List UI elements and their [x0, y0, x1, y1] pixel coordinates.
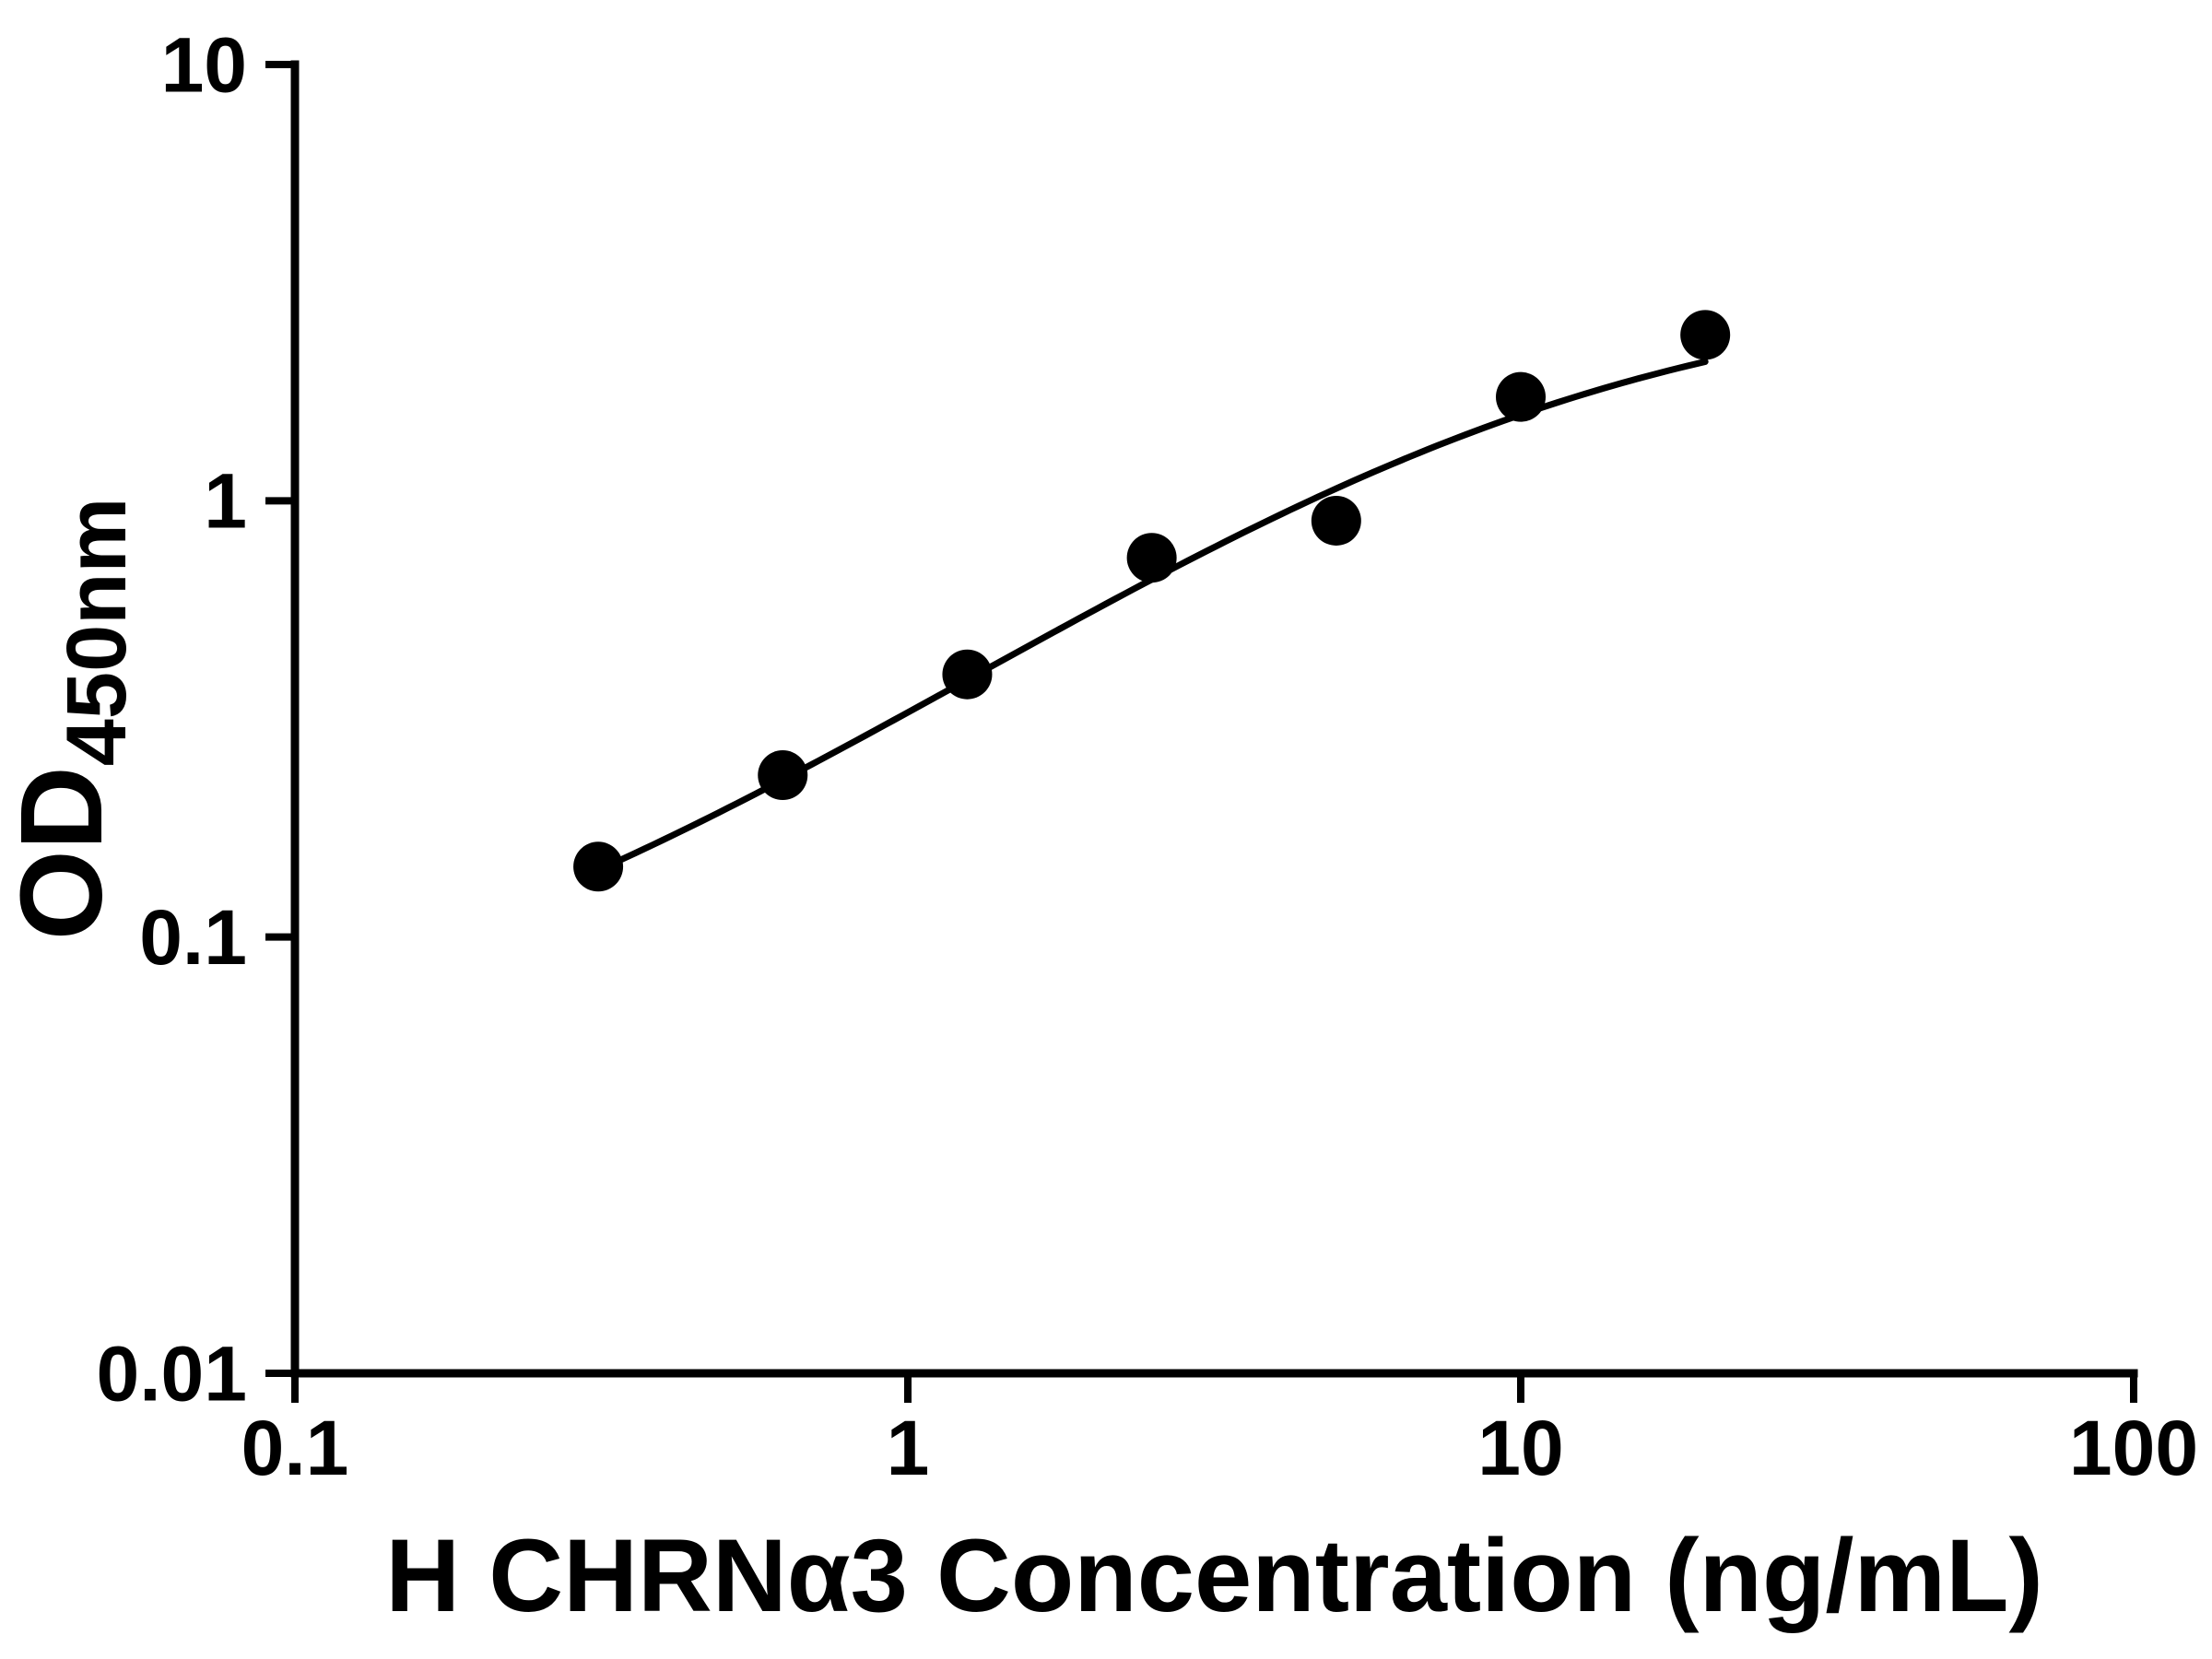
data-point: [1126, 533, 1177, 583]
y-tick-label: 1: [204, 458, 247, 545]
data-point: [942, 649, 993, 700]
x-axis-title: H CHRNα3 Concentration (ng/mL): [385, 1518, 2043, 1633]
x-tick-label: 1: [887, 1405, 930, 1491]
data-point: [1680, 310, 1731, 360]
fit-curve-path: [594, 358, 1709, 874]
data-point: [1311, 495, 1361, 546]
x-tick-label: 10: [1477, 1405, 1563, 1491]
data-point: [1496, 371, 1546, 422]
y-tick-label: 0.01: [97, 1330, 248, 1417]
y-tick-label: 10: [161, 21, 247, 108]
y-axis-title-main: OD: [0, 766, 126, 940]
y-axis-title: OD450nm: [0, 498, 144, 941]
y-axis-title-subscript: 450nm: [50, 498, 144, 767]
data-point: [573, 841, 624, 892]
x-tick-label: 100: [2069, 1405, 2198, 1491]
data-point: [758, 750, 808, 801]
x-tick-label: 0.1: [241, 1405, 349, 1491]
y-tick-label: 0.1: [139, 894, 247, 981]
